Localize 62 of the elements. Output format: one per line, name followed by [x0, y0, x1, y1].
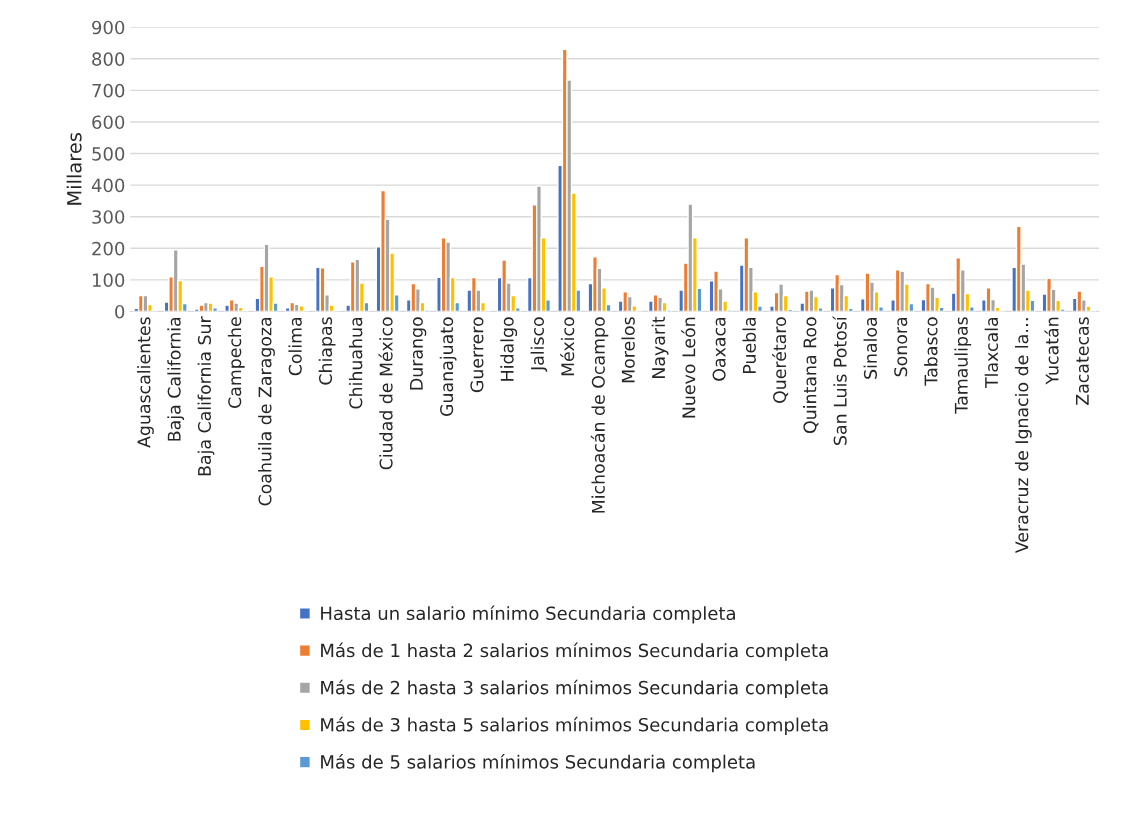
y-tick-label: 700: [92, 83, 125, 98]
x-tick-label: Colima: [288, 317, 302, 376]
x-tick-label: Oaxaca: [712, 317, 726, 381]
x-tick-label: Morelos: [621, 317, 635, 383]
x-tick-label: Jalisco: [530, 317, 548, 372]
y-axis-title: Millares: [66, 133, 82, 205]
bar: [808, 289, 815, 312]
y-tick-label: 300: [92, 210, 125, 224]
y-tick-label: 500: [92, 147, 125, 161]
bar: [1076, 290, 1083, 312]
y-tick-label: 600: [92, 115, 125, 130]
bar: [501, 259, 508, 312]
x-tick-label: Michoacán de Ocampo: [590, 317, 609, 513]
x-tick-label: Nayarit: [651, 316, 669, 378]
x-tick-label: Tamaulipas: [954, 317, 972, 414]
bar: [212, 306, 219, 312]
x-tick-label: Baja California: [167, 317, 185, 441]
legend-label: Más de 2 hasta 3 salarios mínimos Secundaria completa: [321, 679, 828, 698]
y-tick-label: 0: [115, 304, 125, 319]
x-tick-label: Aguascalientes: [137, 317, 154, 448]
bar: [445, 241, 452, 312]
y-tick-label: 200: [92, 241, 125, 256]
x-tick-label: Yucatán: [1044, 317, 1059, 385]
bar: [778, 283, 785, 312]
legend-label: Más de 5 salarios mínimos Secundaria completa: [321, 754, 755, 773]
bar: [354, 258, 361, 312]
bar: [233, 302, 240, 312]
x-tick-label: Veracruz de Ignacio de la…: [1014, 318, 1032, 554]
x-tick-label: Hidalgo: [500, 317, 518, 381]
y-tick-label: 400: [91, 178, 125, 193]
x-tick-label: Chiapas: [318, 317, 336, 385]
bar: [743, 237, 750, 312]
x-tick-label: Guerrero: [470, 317, 484, 393]
y-tick-label: 800: [92, 52, 125, 66]
x-tick-label: Puebla: [742, 317, 756, 373]
x-tick-label: México: [560, 317, 575, 376]
x-tick-label: Tabasco: [924, 317, 938, 386]
x-tick-label: Coahuila de Zaragoza: [258, 317, 275, 506]
x-tick-label: Ciudad de México: [378, 317, 393, 470]
bar: [687, 203, 694, 312]
x-tick-label: Tlaxcala: [984, 317, 999, 389]
x-tick-label: Campeche: [227, 317, 245, 408]
x-tick-label: Nuevo León: [681, 317, 696, 418]
legend-label: Hasta un salario mínimo Secundaria completa: [321, 605, 735, 624]
bar: [713, 270, 720, 312]
x-tick-label: Sinaloa: [863, 317, 877, 379]
y-tick-label: 100: [92, 273, 125, 287]
x-tick-label: Baja California Sur: [197, 316, 215, 476]
y-tick-label: 900: [92, 20, 125, 35]
x-tick-label: San Luis Potosí: [832, 315, 847, 445]
legend-label: Más de 3 hasta 5 salarios mínimos Secundaria completa: [321, 716, 828, 736]
bar: [661, 301, 668, 312]
legend-label: Más de 1 hasta 2 salarios mínimos Secundaria completa: [321, 642, 828, 661]
x-tick-label: Querétaro: [772, 317, 789, 403]
x-tick-label: Chihuahua: [348, 317, 363, 409]
bar: [298, 305, 305, 312]
x-tick-label: Durango: [410, 317, 427, 390]
x-tick-label: Sonora: [894, 317, 908, 377]
x-tick-label: Quintana Roo: [803, 317, 819, 433]
x-tick-label: Guanajuato: [439, 317, 457, 416]
x-tick-label: Zacatecas: [1076, 317, 1089, 405]
bar: [142, 294, 149, 312]
